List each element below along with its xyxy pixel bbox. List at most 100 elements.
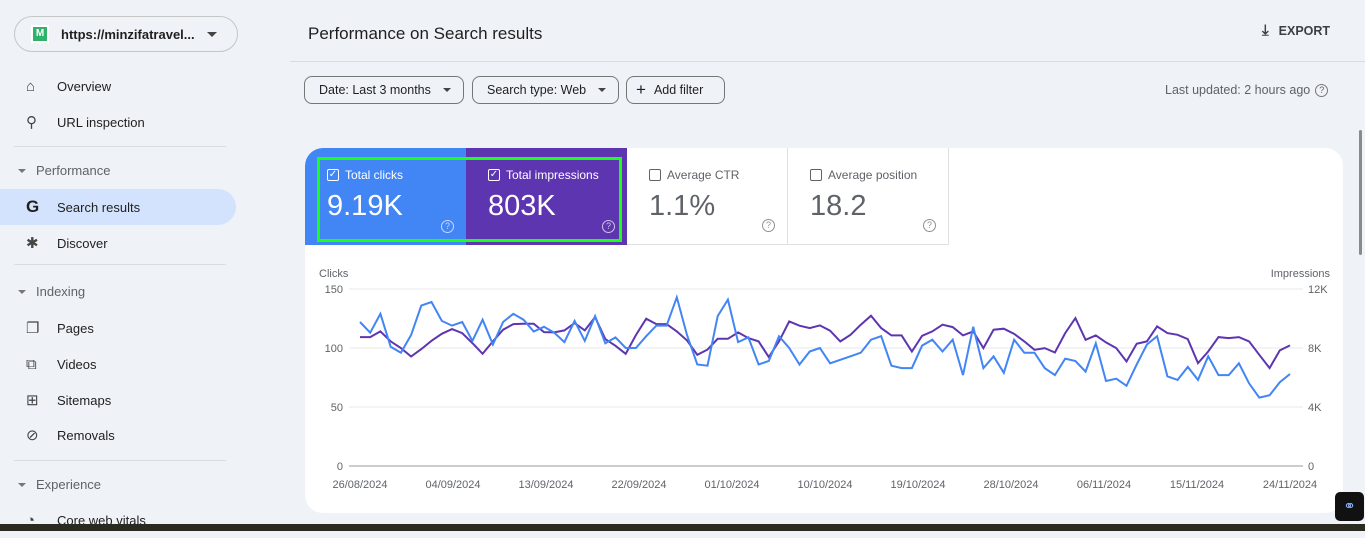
home-icon: ⌂ xyxy=(26,77,36,95)
last-updated: Last updated: 2 hours ago? xyxy=(1165,83,1329,97)
help-icon[interactable]: ? xyxy=(923,219,936,232)
section-experience[interactable]: Experience xyxy=(18,477,101,492)
chip-label: Date: Last 3 months xyxy=(319,83,431,97)
property-url: https://minzifatravel... xyxy=(61,26,195,42)
sidebar-item-discover[interactable]: ✱ Discover xyxy=(0,225,236,261)
metric-value: 9.19K xyxy=(327,190,403,222)
x-tick: 19/10/2024 xyxy=(890,479,945,491)
sidebar-item-label: Core web vitals xyxy=(57,512,146,528)
x-tick: 26/08/2024 xyxy=(332,479,387,491)
section-title: Performance xyxy=(36,163,111,178)
divider xyxy=(14,460,226,461)
sidebar-item-sitemaps[interactable]: ⊞ Sitemaps xyxy=(0,382,236,418)
asterisk-icon: ✱ xyxy=(26,235,39,252)
chevron-down-icon xyxy=(442,88,451,92)
sitemap-icon: ⊞ xyxy=(26,392,39,409)
taskbar xyxy=(0,524,1365,531)
sidebar-item-label: Discover xyxy=(57,235,108,251)
export-button[interactable]: ⤓ EXPORT xyxy=(1262,22,1330,39)
help-icon[interactable]: ? xyxy=(762,219,775,232)
section-indexing[interactable]: Indexing xyxy=(18,284,85,299)
x-tick: 28/10/2024 xyxy=(983,479,1038,491)
sidebar-item-videos[interactable]: ⧉ Videos xyxy=(0,346,236,382)
y-tick-right: 4K xyxy=(1308,402,1322,414)
sidebar-item-pages[interactable]: ❐ Pages xyxy=(0,310,236,346)
page-title: Performance on Search results xyxy=(308,24,543,43)
sidebar-item-label: Overview xyxy=(57,78,112,94)
checkbox-checked-icon[interactable]: ✓ xyxy=(488,169,500,181)
metric-label: Average CTR xyxy=(667,168,740,182)
left-axis-title: Clicks xyxy=(319,268,349,280)
highlight-box xyxy=(317,157,622,242)
metric-average-ctr[interactable]: Average CTR 1.1%? xyxy=(627,148,788,245)
checkbox-unchecked-icon[interactable] xyxy=(649,169,661,181)
sidebar-item-search-results[interactable]: G Search results xyxy=(0,189,236,225)
last-updated-text: Last updated: 2 hours ago xyxy=(1165,83,1311,97)
add-filter-button[interactable]: + Add filter xyxy=(626,76,725,104)
x-tick: 01/10/2024 xyxy=(704,479,759,491)
metric-value: 803K xyxy=(488,190,556,222)
checkbox-checked-icon[interactable]: ✓ xyxy=(327,169,339,181)
collapse-icon xyxy=(18,289,26,294)
chip-label: Add filter xyxy=(653,83,704,97)
metric-average-position[interactable]: Average position 18.2? xyxy=(788,148,949,245)
metric-total-clicks[interactable]: ✓ Total clicks 9.19K? xyxy=(305,148,466,245)
sidebar-item-core-web-vitals[interactable]: ◔ Core web vitals xyxy=(0,502,236,538)
google-g-icon: G xyxy=(26,197,40,216)
pages-icon: ❐ xyxy=(26,320,40,337)
collapse-icon xyxy=(18,482,26,487)
x-tick: 24/11/2024 xyxy=(1263,479,1317,491)
search-icon: ⚲ xyxy=(26,114,37,131)
sidebar-item-label: Removals xyxy=(57,427,115,443)
eye-off-icon: ⊘ xyxy=(26,427,39,444)
plus-icon: + xyxy=(636,80,646,99)
link-icon[interactable]: ⚭ xyxy=(1335,492,1364,521)
series-line-total-impressions xyxy=(360,314,1291,370)
x-tick: 10/10/2024 xyxy=(797,479,852,491)
video-icon: ⧉ xyxy=(26,355,37,373)
section-title: Experience xyxy=(36,477,102,492)
y-tick-right: 12K xyxy=(1308,284,1328,296)
x-tick: 06/11/2024 xyxy=(1077,479,1131,491)
sidebar-item-url-inspection[interactable]: ⚲ URL inspection xyxy=(0,104,236,140)
download-icon: ⤓ xyxy=(1262,22,1269,39)
right-axis-title: Impressions xyxy=(1271,268,1331,280)
chevron-down-icon xyxy=(207,31,217,37)
property-selector[interactable]: M https://minzifatravel... xyxy=(14,16,238,52)
collapse-icon xyxy=(18,168,26,173)
search-type-chip[interactable]: Search type: Web xyxy=(472,76,619,104)
sidebar-item-label: URL inspection xyxy=(57,114,145,130)
series-line-total-clicks xyxy=(359,293,1291,399)
metric-label: Total impressions xyxy=(506,168,599,182)
date-filter-chip[interactable]: Date: Last 3 months xyxy=(304,76,464,104)
y-tick-left: 100 xyxy=(325,343,343,355)
scrollbar-thumb[interactable] xyxy=(1359,130,1362,255)
chip-label: Search type: Web xyxy=(487,83,587,97)
metric-value: 18.2 xyxy=(810,190,867,222)
sidebar-item-label: Search results xyxy=(57,199,141,215)
sidebar-item-label: Pages xyxy=(57,320,94,336)
y-tick-right: 8K xyxy=(1308,343,1322,355)
x-tick: 22/09/2024 xyxy=(611,479,666,491)
metric-label: Average position xyxy=(828,168,918,182)
help-icon[interactable]: ? xyxy=(1315,83,1329,97)
help-icon[interactable]: ? xyxy=(602,220,615,233)
site-favicon: M xyxy=(31,25,49,43)
divider xyxy=(14,264,226,265)
metric-total-impressions[interactable]: ✓ Total impressions 803K? xyxy=(466,148,627,245)
y-tick-right: 0 xyxy=(1308,461,1314,473)
metric-value: 1.1% xyxy=(649,190,716,222)
y-tick-left: 150 xyxy=(325,284,343,296)
sidebar-item-overview[interactable]: ⌂ Overview xyxy=(0,68,236,104)
gauge-icon: ◔ xyxy=(26,511,36,529)
section-performance[interactable]: Performance xyxy=(18,163,110,178)
sidebar-item-label: Videos xyxy=(57,356,97,372)
export-label: EXPORT xyxy=(1278,23,1331,38)
checkbox-unchecked-icon[interactable] xyxy=(810,169,822,181)
sidebar-item-removals[interactable]: ⊘ Removals xyxy=(0,417,236,453)
section-title: Indexing xyxy=(36,284,86,299)
help-icon[interactable]: ? xyxy=(441,220,454,233)
header-divider xyxy=(290,61,1365,62)
performance-chart: Clicks Impressions 0 0 50 4K 100 8K 150 12K 26/0… xyxy=(319,268,1331,491)
divider xyxy=(14,146,226,147)
